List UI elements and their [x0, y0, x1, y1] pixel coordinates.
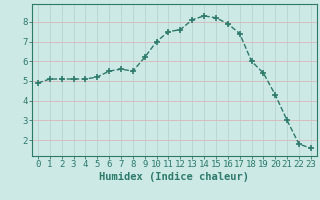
X-axis label: Humidex (Indice chaleur): Humidex (Indice chaleur) — [100, 172, 249, 182]
